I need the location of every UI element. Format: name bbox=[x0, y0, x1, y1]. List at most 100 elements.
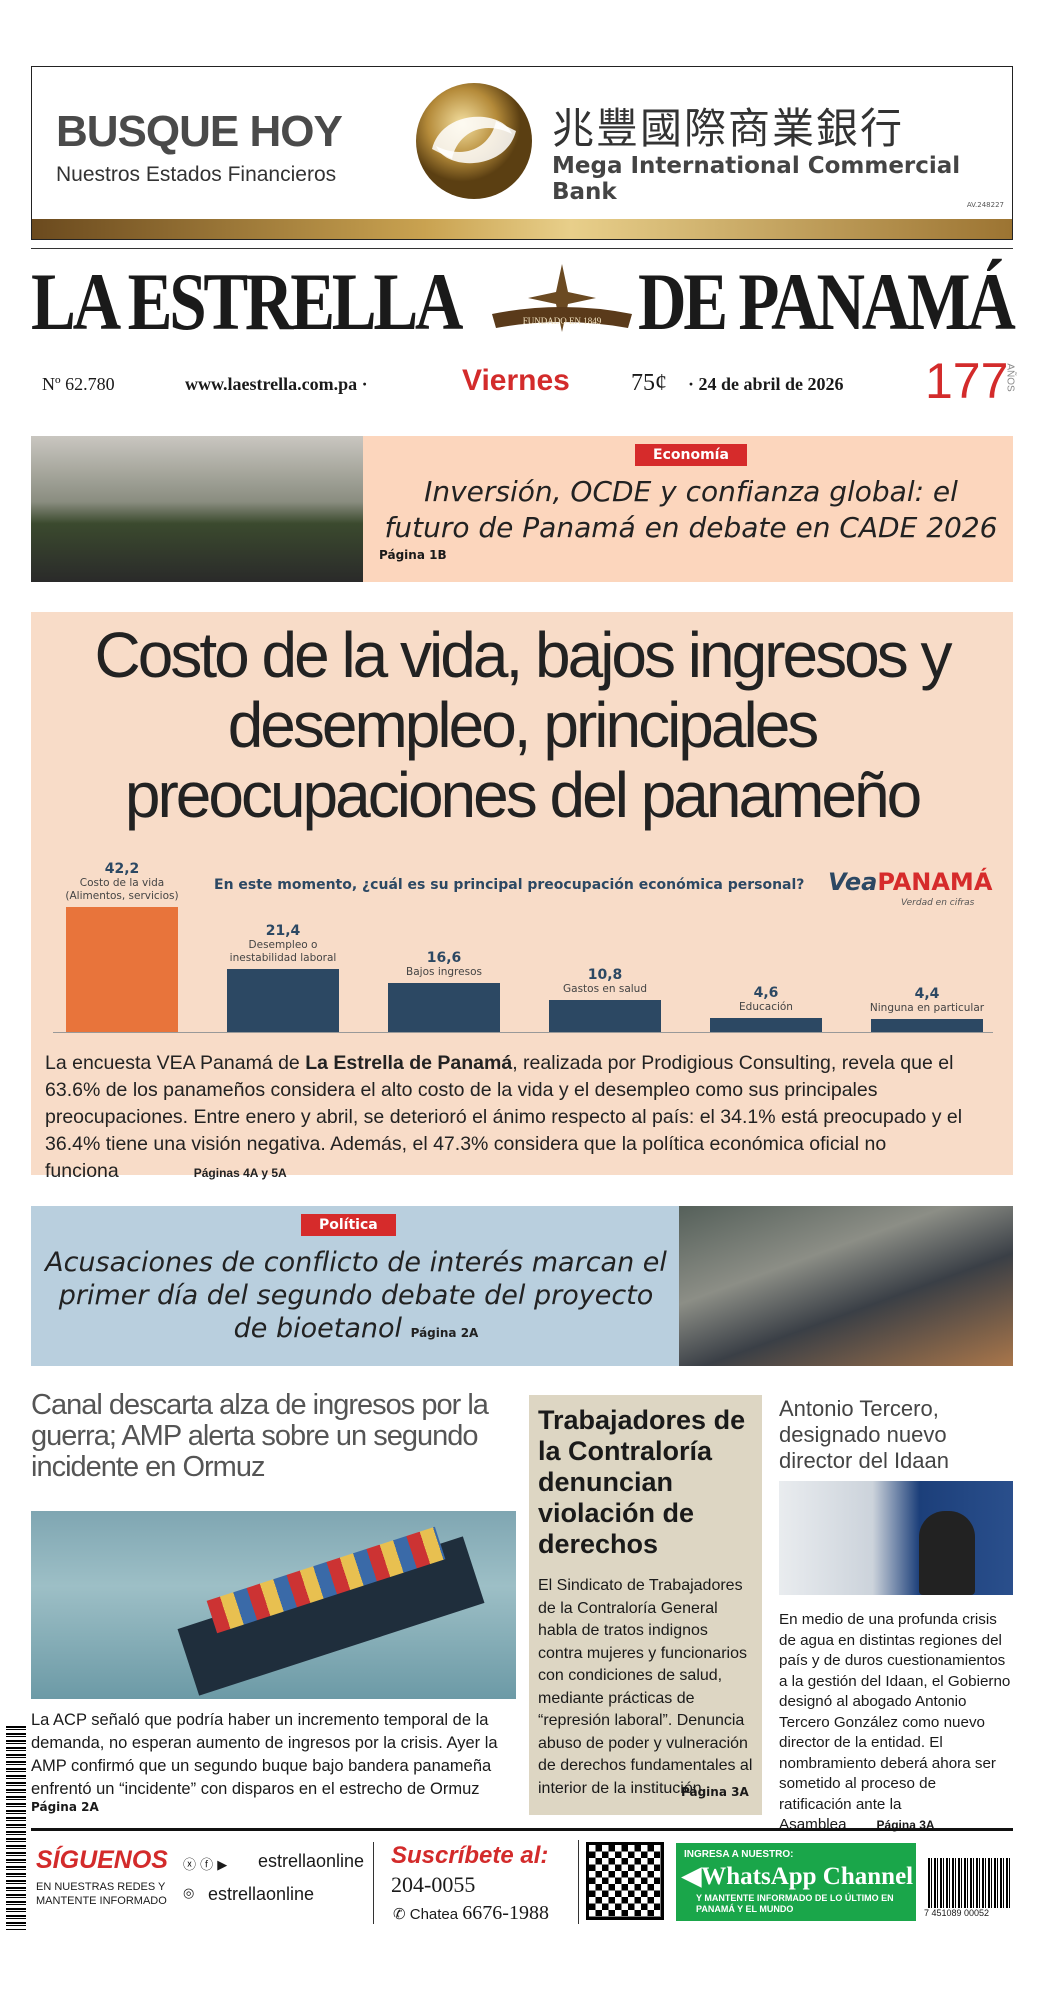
value-label: 4,4 bbox=[914, 985, 940, 1002]
wa-title: ◀WhatsApp Channel bbox=[682, 1863, 914, 1890]
bar-label: 10,8 Gastos en salud bbox=[529, 967, 681, 996]
col1-headline: Canal descarta alza de ingresos por la g… bbox=[31, 1389, 489, 1483]
follow-sub: EN NUESTRAS REDES Y MANTENTE INFORMADO bbox=[36, 1881, 167, 1907]
source-a: Vea bbox=[828, 868, 878, 896]
emblem-text: FUNDADO EN 1849 bbox=[523, 316, 602, 326]
bank-logo bbox=[416, 83, 532, 199]
headline-line: preocupaciones del panameño bbox=[124, 759, 922, 831]
main-headline: Costo de la vida, bajos ingresos y desem… bbox=[31, 620, 1013, 830]
col3-body: En medio de una profunda crisis de agua … bbox=[779, 1610, 1011, 1836]
col2-box: Trabajadores de la Contraloría denuncian… bbox=[529, 1395, 762, 1815]
issue-number: Nº 62.780 bbox=[42, 374, 115, 394]
whatsapp-box[interactable]: INGRESA A NUESTRO: ◀WhatsApp Channel Y M… bbox=[676, 1843, 916, 1921]
value-label: 10,8 bbox=[587, 967, 623, 984]
politics-tag: Política bbox=[301, 1214, 396, 1236]
wa-pre: INGRESA A NUESTRO: bbox=[684, 1849, 794, 1860]
col2-headline: Trabajadores de la Contraloría denuncian… bbox=[538, 1405, 746, 1559]
value-label: 16,6 bbox=[426, 949, 462, 966]
featured-page: Página 1B bbox=[379, 548, 447, 562]
rule bbox=[31, 248, 1013, 249]
category-label: Costo de la vida (Alimentos, servicios) bbox=[65, 877, 179, 903]
body-text: La encuesta VEA Panamá de bbox=[45, 1052, 306, 1074]
ad-title: BUSQUE HOY bbox=[56, 107, 343, 156]
anniversary: 177 bbox=[925, 353, 1009, 409]
source-b: PANAMÁ bbox=[877, 868, 993, 896]
col3-text: En medio de una profunda crisis de agua … bbox=[779, 1611, 1011, 1833]
politics-title: Acusaciones de conflicto de interés marc… bbox=[45, 1247, 667, 1344]
featured-photo bbox=[31, 436, 363, 582]
footer-rule bbox=[31, 1828, 1013, 1831]
anniversary-unit: AÑOS bbox=[1004, 363, 1016, 392]
qr-code[interactable] bbox=[586, 1842, 664, 1920]
category-label: Educación bbox=[739, 1001, 793, 1014]
politics-photo bbox=[679, 1206, 1013, 1366]
ad-code: AV.248227 bbox=[966, 201, 1004, 209]
bar bbox=[388, 982, 500, 1032]
value-label: 21,4 bbox=[265, 922, 301, 939]
chat-label: Chatea bbox=[409, 1906, 459, 1923]
bar-label: 16,6 Bajos ingresos bbox=[368, 950, 520, 979]
main-body: La encuesta VEA Panamá de La Estrella de… bbox=[45, 1050, 995, 1187]
politics-headline: Acusaciones de conflicto de interés marc… bbox=[41, 1246, 671, 1350]
barcode-number: 7 451089 00052 bbox=[924, 1908, 990, 1918]
chat[interactable]: ✆ Chatea 6676-1988 bbox=[393, 1902, 549, 1924]
bar bbox=[227, 968, 339, 1032]
col2-body: El Sindicato de Trabajadores de la Contr… bbox=[538, 1577, 753, 1797]
col3-headline: Antonio Tercero, designado nuevo directo… bbox=[779, 1396, 949, 1473]
bar bbox=[549, 1000, 661, 1032]
category-label: Bajos ingresos bbox=[406, 965, 482, 978]
weekday: Viernes bbox=[462, 364, 570, 397]
bar bbox=[871, 1018, 983, 1032]
category-label: Gastos en salud bbox=[563, 983, 647, 996]
masthead-left: LA ESTRELLA bbox=[31, 256, 463, 347]
website[interactable]: www.laestrella.com.pa · bbox=[185, 374, 368, 394]
headline-line: desempleo, principales bbox=[227, 689, 820, 761]
politics-page: Página 2A bbox=[410, 1326, 479, 1340]
divider bbox=[373, 1842, 374, 1924]
handle[interactable]: estrellaonline bbox=[258, 1851, 365, 1871]
main-page: Páginas 4A y 5A bbox=[193, 1166, 287, 1180]
col1-body: La ACP señaló que podría haber un increm… bbox=[31, 1711, 498, 1798]
category-label: Ninguna en particular bbox=[869, 1001, 985, 1014]
bar-label: 42,2 Costo de la vida (Alimentos, servici… bbox=[46, 861, 198, 903]
value-label: 4,6 bbox=[753, 985, 779, 1002]
side-barcode bbox=[6, 1726, 26, 1930]
col3-photo bbox=[779, 1481, 1013, 1595]
date: · 24 de abril de 2026 bbox=[688, 374, 844, 394]
politics-box[interactable]: Política Acusaciones de conflicto de int… bbox=[31, 1206, 1013, 1366]
chart-title: En este momento, ¿cuál es su principal p… bbox=[214, 877, 805, 893]
body-text: , realizada por Prodigious Consulting, r… bbox=[45, 1052, 963, 1182]
divider bbox=[578, 1840, 579, 1924]
follow: SÍGUENOS bbox=[36, 1846, 168, 1874]
bar-label: 4,4 Ninguna en particular bbox=[851, 986, 1003, 1015]
social-icons[interactable]: ⓧ ⓕ ▶ bbox=[183, 1858, 228, 1873]
chart-source: VeaPANAMÁ bbox=[828, 868, 992, 896]
masthead-emblem: FUNDADO EN 1849 bbox=[492, 264, 632, 332]
chat-phone: 6676-1988 bbox=[462, 1902, 549, 1924]
masthead-right: DE PANAMÁ bbox=[638, 256, 1016, 347]
featured-box[interactable]: Economía Inversión, OCDE y confianza glo… bbox=[31, 436, 1013, 582]
subscribe: Suscríbete al: bbox=[391, 1842, 549, 1869]
ad-box[interactable]: BUSQUE HOY Nuestros Estados Financieros … bbox=[31, 66, 1013, 240]
ad-band bbox=[32, 219, 1012, 239]
category-label: Desempleo o inestabilidad laboral bbox=[229, 938, 337, 964]
axis-line bbox=[53, 1032, 993, 1033]
price: 75¢ bbox=[631, 370, 667, 396]
featured-tag: Economía bbox=[635, 444, 747, 466]
handle2[interactable]: estrellaonline bbox=[208, 1884, 315, 1904]
ig-icon[interactable]: ◎ bbox=[183, 1886, 195, 1901]
col1-photo bbox=[31, 1511, 516, 1699]
col2-page: Página 3A bbox=[681, 1785, 749, 1799]
body-bold: La Estrella de Panamá bbox=[305, 1052, 513, 1074]
featured-headline: Inversión, OCDE y confianza global: el f… bbox=[384, 475, 998, 544]
bar bbox=[66, 907, 178, 1032]
bar-label: 4,6 Educación bbox=[690, 985, 842, 1014]
barcode bbox=[928, 1858, 1010, 1908]
bar-label: 21,4 Desempleo o inestabilidad laboral bbox=[207, 923, 359, 965]
main-box: Costo de la vida, bajos ingresos y desem… bbox=[31, 612, 1013, 1182]
phone[interactable]: 204-0055 bbox=[391, 1872, 476, 1897]
ad-subtitle: Nuestros Estados Financieros bbox=[56, 163, 337, 186]
value-label: 42,2 bbox=[104, 861, 140, 878]
